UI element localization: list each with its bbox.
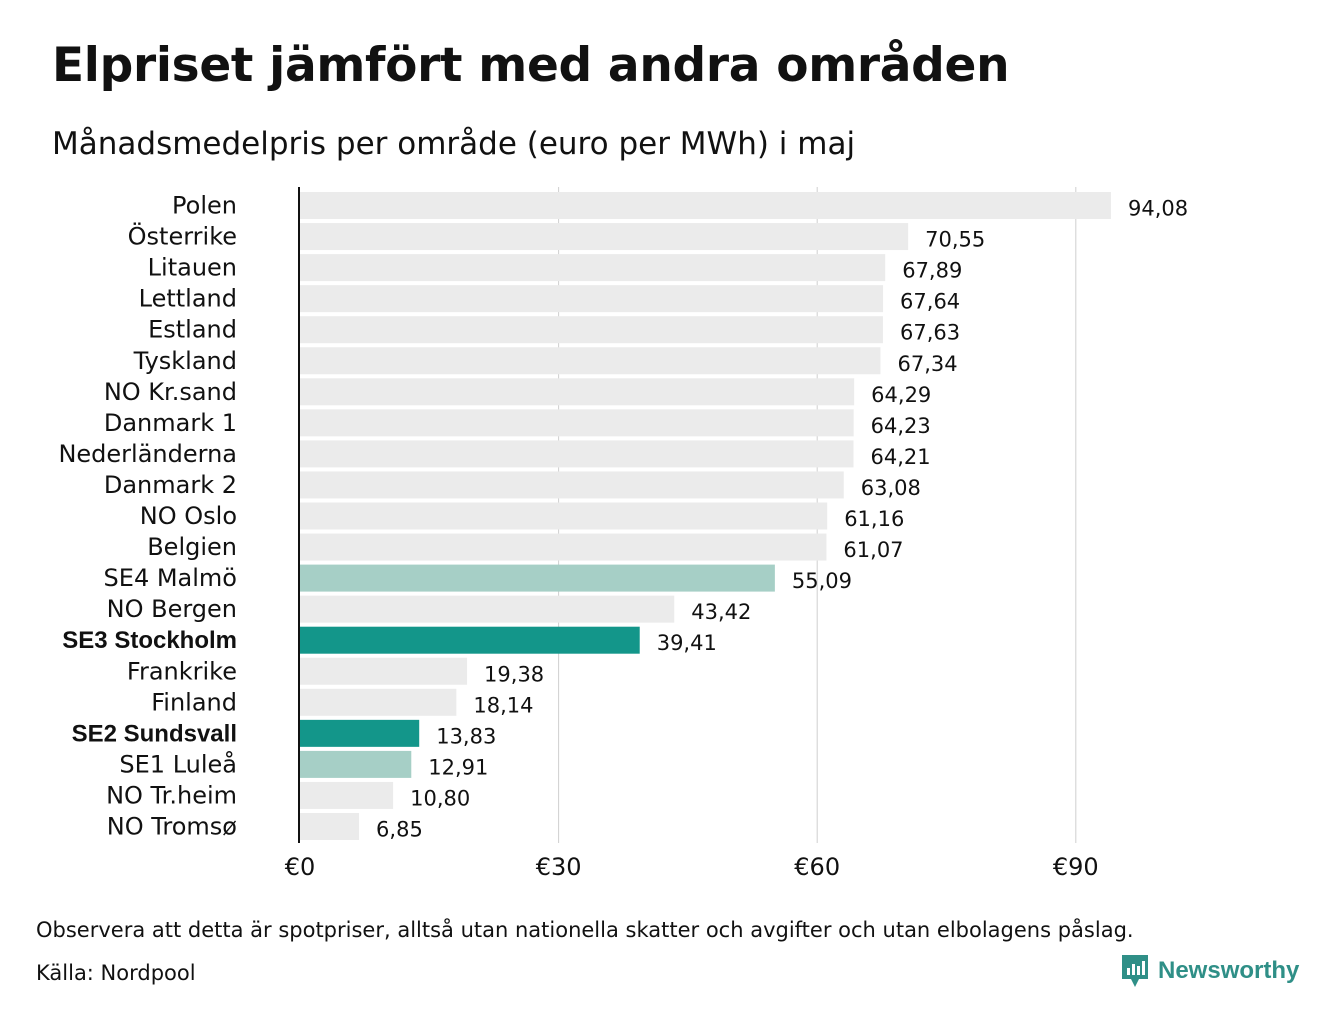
category-label: NO Kr.sand bbox=[104, 378, 237, 406]
x-tick-label: €90 bbox=[1053, 853, 1099, 881]
category-label: Litauen bbox=[148, 254, 237, 282]
bar bbox=[300, 719, 420, 747]
bar bbox=[300, 223, 909, 251]
category-label: SE3 Stockholm bbox=[62, 627, 237, 654]
category-label: Nederländerna bbox=[58, 440, 237, 468]
value-label: 63,08 bbox=[861, 476, 921, 500]
category-label: SE1 Luleå bbox=[119, 749, 237, 778]
category-label: NO Bergen bbox=[107, 595, 237, 623]
bars bbox=[300, 192, 1111, 840]
category-label: SE2 Sundsvall bbox=[72, 720, 237, 747]
bar bbox=[300, 316, 883, 344]
value-label: 64,23 bbox=[871, 414, 931, 438]
value-label: 12,91 bbox=[428, 755, 488, 779]
x-axis-ticks: €0 €30 €60 €90 bbox=[285, 853, 1099, 881]
bar bbox=[300, 378, 855, 406]
category-label: Danmark 2 bbox=[104, 471, 237, 499]
category-label: NO Tr.heim bbox=[106, 781, 237, 809]
value-label: 67,64 bbox=[900, 290, 960, 314]
value-label: 19,38 bbox=[484, 662, 544, 686]
category-label: Lettland bbox=[139, 285, 237, 313]
value-label: 94,08 bbox=[1128, 197, 1188, 221]
bar bbox=[300, 813, 360, 840]
category-label: Polen bbox=[172, 192, 237, 220]
bar bbox=[300, 471, 844, 499]
logo-text: Newsworthy bbox=[1158, 957, 1300, 984]
bar bbox=[300, 533, 827, 561]
x-tick-label: €0 bbox=[285, 853, 316, 881]
value-label: 13,83 bbox=[436, 724, 496, 748]
value-label: 10,80 bbox=[410, 786, 470, 810]
bar bbox=[300, 347, 881, 375]
value-labels: 94,08 70,55 67,89 67,64 67,63 67,34 64,29 64,23… bbox=[376, 197, 1188, 842]
bar bbox=[300, 192, 1111, 219]
bar bbox=[300, 657, 468, 685]
value-label: 64,29 bbox=[871, 383, 931, 407]
chart-title: Elpriset jämfört med andra områden bbox=[52, 38, 1010, 93]
bar bbox=[300, 688, 457, 716]
bar bbox=[300, 254, 886, 282]
newsworthy-chart-bubble-icon bbox=[1122, 955, 1148, 987]
bar bbox=[300, 626, 640, 654]
source-text: Källa: Nordpool bbox=[36, 961, 196, 985]
category-label: Österrike bbox=[128, 222, 237, 251]
x-tick-label: €30 bbox=[536, 853, 582, 881]
value-label: 43,42 bbox=[691, 600, 751, 624]
value-label: 64,21 bbox=[870, 445, 930, 469]
bar bbox=[300, 285, 884, 313]
category-label: Finland bbox=[151, 688, 237, 716]
category-label: Belgien bbox=[147, 533, 237, 561]
category-label: Estland bbox=[148, 316, 237, 344]
chart-subtitle: Månadsmedelpris per område (euro per MWh… bbox=[52, 126, 856, 162]
newsworthy-logo: Newsworthy bbox=[1120, 953, 1299, 989]
bar bbox=[300, 409, 854, 437]
bar bbox=[300, 781, 394, 809]
bar bbox=[300, 564, 775, 592]
value-label: 55,09 bbox=[792, 569, 852, 593]
category-label: Tyskland bbox=[133, 347, 237, 375]
bar bbox=[300, 750, 412, 778]
value-label: 67,34 bbox=[897, 352, 957, 376]
value-label: 67,63 bbox=[900, 321, 960, 345]
bar bbox=[300, 502, 828, 530]
category-label: NO Tromsø bbox=[107, 813, 237, 841]
category-label: Frankrike bbox=[127, 657, 237, 685]
value-label: 67,89 bbox=[902, 259, 962, 283]
bar bbox=[300, 440, 854, 468]
category-label: NO Oslo bbox=[140, 502, 237, 530]
footnote: Observera att detta är spotpriser, allts… bbox=[36, 918, 1134, 942]
category-label: SE4 Malmö bbox=[104, 564, 237, 592]
value-label: 61,16 bbox=[844, 507, 904, 531]
value-label: 39,41 bbox=[657, 631, 717, 655]
x-tick-label: €60 bbox=[794, 853, 840, 881]
bar bbox=[300, 595, 675, 623]
value-label: 70,55 bbox=[925, 228, 985, 252]
value-label: 61,07 bbox=[843, 538, 903, 562]
value-label: 6,85 bbox=[376, 818, 423, 842]
category-label: Danmark 1 bbox=[104, 409, 237, 437]
value-label: 18,14 bbox=[473, 693, 533, 717]
